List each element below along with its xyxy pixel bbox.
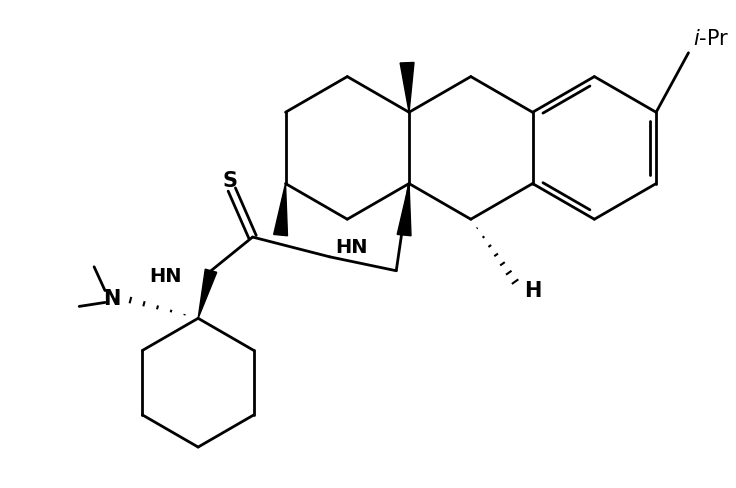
Text: $\it{i}$-Pr: $\it{i}$-Pr [693, 29, 730, 49]
Text: N: N [103, 289, 121, 309]
Text: S: S [222, 170, 237, 190]
Text: H: H [524, 280, 542, 300]
Polygon shape [397, 184, 411, 236]
Polygon shape [198, 270, 216, 319]
Polygon shape [274, 184, 288, 236]
Text: HN: HN [335, 238, 367, 257]
Polygon shape [400, 63, 414, 113]
Text: HN: HN [149, 266, 181, 285]
